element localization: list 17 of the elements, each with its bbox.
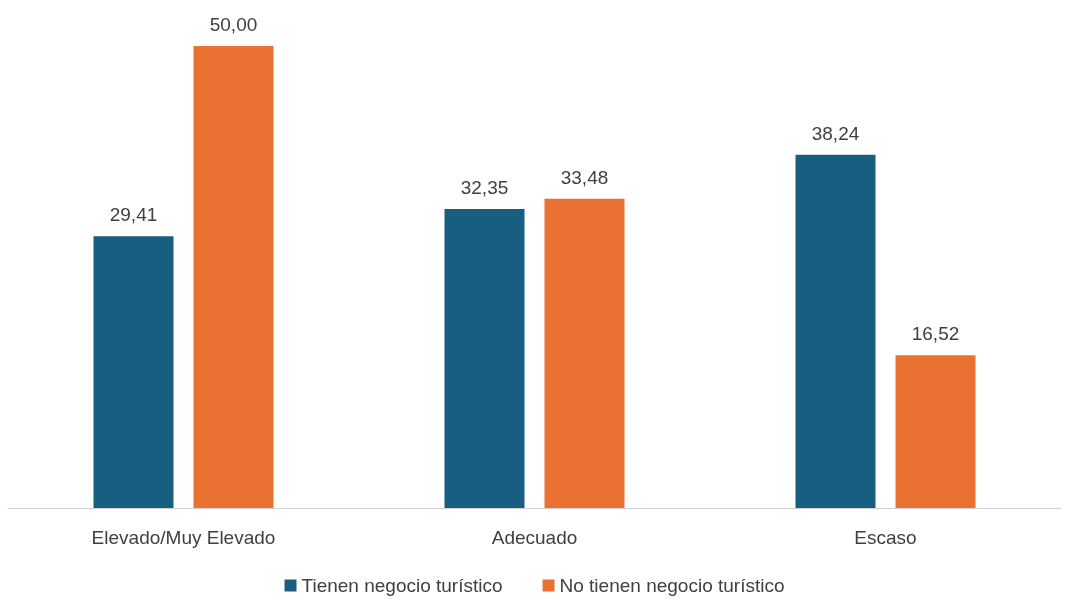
bar [444, 209, 525, 508]
bar [93, 236, 174, 508]
legend-label: Tienen negocio turístico [301, 575, 503, 596]
data-label: 33,48 [560, 166, 609, 188]
legend-label: No tienen negocio turístico [559, 575, 785, 596]
bar [895, 355, 976, 508]
data-label: 32,35 [460, 177, 509, 199]
bar [795, 154, 876, 508]
data-label: 50,00 [209, 14, 258, 35]
x-tick-label: Escaso [854, 527, 917, 548]
data-label: 38,24 [811, 122, 860, 144]
bar [544, 198, 625, 508]
bar [193, 46, 274, 508]
x-tick-label: Adecuado [491, 527, 578, 548]
x-tick-label: Elevado/Muy Elevado [91, 527, 276, 548]
data-label: 29,41 [109, 204, 158, 226]
data-label: 16,52 [911, 323, 960, 345]
